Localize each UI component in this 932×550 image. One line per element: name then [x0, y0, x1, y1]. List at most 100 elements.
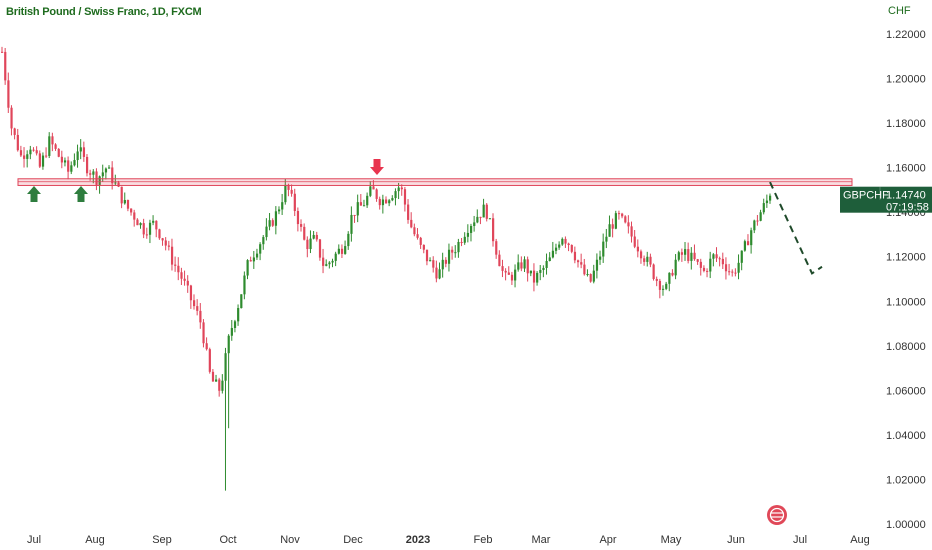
candle-body — [218, 379, 221, 391]
candle-body — [312, 234, 315, 239]
y-axis: CHF1.220001.200001.180001.160001.140001.… — [886, 5, 926, 531]
x-tick-label: Feb — [474, 534, 493, 546]
candle-body — [539, 269, 542, 273]
candle-body — [460, 241, 463, 243]
candle-body — [684, 249, 687, 255]
candle-body — [161, 238, 164, 241]
candle-body — [577, 260, 580, 263]
candle-body — [696, 259, 699, 262]
candle-body — [646, 256, 649, 262]
candle-body — [277, 209, 281, 212]
candle-body — [639, 251, 643, 259]
candle-body — [85, 156, 89, 174]
candle-body — [728, 271, 731, 273]
candle-body — [196, 306, 199, 311]
candle-body — [54, 144, 57, 149]
candle-body — [76, 151, 79, 161]
candle-body — [447, 249, 451, 264]
x-tick-label: Dec — [343, 534, 363, 546]
candle-body — [180, 272, 183, 279]
candle-body — [677, 252, 680, 260]
candle-body — [457, 241, 460, 253]
price-tag-price: 1.14740 — [886, 190, 926, 202]
candle-body — [57, 148, 60, 157]
candle-body — [469, 225, 473, 233]
candle-body — [746, 241, 750, 246]
candle-body — [514, 269, 517, 281]
candle-body — [444, 259, 448, 264]
candle-body — [375, 189, 378, 199]
candle-body — [501, 266, 504, 271]
candle-body — [454, 252, 457, 254]
candle-body — [4, 51, 7, 81]
candle-body — [23, 155, 26, 159]
candle-body — [507, 272, 510, 275]
candle-body — [680, 252, 684, 255]
candle-body — [441, 259, 444, 270]
candle-body — [108, 167, 111, 169]
candle-body — [551, 250, 555, 258]
candle-body — [661, 288, 665, 290]
candle-body — [372, 186, 375, 190]
candle-body — [510, 274, 514, 281]
candle-body — [668, 272, 671, 284]
x-tick-label: Sep — [152, 534, 172, 546]
candle-body — [614, 213, 617, 229]
candle-body — [95, 171, 98, 185]
candle-body — [281, 202, 284, 210]
candle-body — [617, 213, 621, 215]
candle-body — [438, 269, 441, 279]
candle-body — [101, 172, 104, 177]
candle-body — [322, 257, 325, 266]
candle-body — [561, 238, 564, 245]
candle-body — [743, 241, 747, 251]
candle-body — [718, 258, 721, 260]
candle-body — [419, 237, 422, 245]
candle-body — [466, 232, 470, 237]
candle-body — [674, 259, 677, 276]
candle-body — [558, 244, 561, 248]
candle-body — [410, 219, 413, 228]
candle-body — [416, 234, 419, 238]
candle-body — [545, 260, 548, 268]
candle-body — [756, 220, 759, 222]
candle-body — [740, 250, 743, 263]
resistance-zone-layer — [17, 178, 853, 186]
candle-body — [224, 353, 227, 381]
candle-body — [523, 259, 526, 269]
candle-body — [636, 246, 640, 252]
candle-body — [67, 160, 70, 172]
x-tick-label: Aug — [85, 534, 105, 546]
candle-body — [381, 199, 385, 206]
candle-body — [570, 244, 573, 252]
candle-body — [328, 262, 331, 265]
candle-body — [136, 219, 139, 226]
candle-body — [233, 321, 237, 328]
candle-body — [139, 223, 142, 226]
candle-body — [92, 171, 95, 175]
y-tick-label: 1.22000 — [886, 29, 926, 41]
candle-body — [655, 278, 658, 281]
candle-body — [737, 262, 740, 273]
candle-body — [170, 246, 174, 265]
candle-body — [104, 168, 108, 173]
candle-body — [208, 349, 211, 372]
y-tick-label: 1.06000 — [886, 385, 926, 397]
x-tick-label: Jul — [27, 534, 41, 546]
candle-body — [709, 258, 712, 272]
candle-body — [693, 252, 696, 260]
candle-body — [284, 184, 287, 203]
candle-body — [82, 147, 86, 157]
candle-body — [60, 156, 64, 163]
y-tick-label: 1.08000 — [886, 341, 926, 353]
candle-body — [309, 238, 312, 250]
x-tick-label: Apr — [599, 534, 616, 546]
x-tick-label: Aug — [850, 534, 870, 546]
candle-body — [48, 136, 51, 156]
candle-body — [435, 267, 438, 279]
candle-body — [391, 198, 394, 201]
candle-body — [400, 187, 403, 190]
candle-body — [287, 184, 290, 190]
